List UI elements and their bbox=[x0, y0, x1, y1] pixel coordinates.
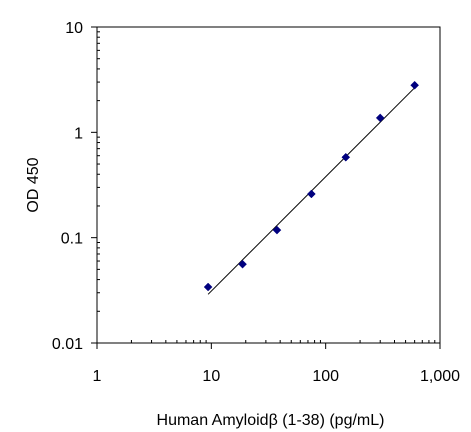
data-point bbox=[238, 259, 247, 269]
y-tick-labels: 0.01 0.1 1 10 bbox=[52, 20, 83, 353]
data-point bbox=[341, 152, 351, 162]
major-ticks bbox=[91, 26, 441, 349]
minor-ticks bbox=[97, 31, 436, 343]
y-tick-label: 0.1 bbox=[61, 231, 83, 248]
x-tick-label: 100 bbox=[312, 368, 339, 385]
x-tick-label: 10 bbox=[202, 368, 220, 385]
data-point bbox=[272, 225, 282, 235]
y-axis-title: OD 450 bbox=[25, 157, 42, 212]
data-point bbox=[410, 80, 419, 90]
x-tick-label: 1 bbox=[93, 368, 102, 385]
x-axis-title: Human Amyloidβ (1-38) (pg/mL) bbox=[157, 412, 385, 429]
data-points bbox=[203, 80, 419, 292]
y-tick-label: 1 bbox=[74, 125, 83, 142]
x-tick-label: 1,000 bbox=[420, 368, 460, 385]
data-point bbox=[375, 113, 385, 123]
x-tick-labels: 1 10 100 1,000 bbox=[93, 368, 461, 385]
y-tick-label: 0.01 bbox=[52, 336, 83, 353]
data-point bbox=[203, 282, 213, 292]
y-tick-label: 10 bbox=[65, 20, 83, 37]
plot-area bbox=[96, 26, 441, 344]
data-point bbox=[307, 189, 316, 199]
